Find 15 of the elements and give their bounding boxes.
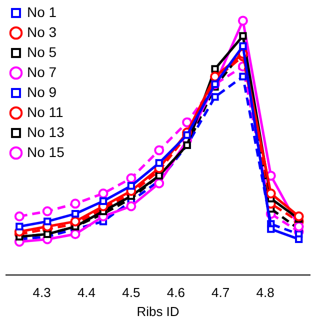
- legend-label: No 7: [27, 64, 57, 80]
- legend-label: No 9: [27, 84, 57, 100]
- x-tick-label: 4.5: [122, 285, 140, 300]
- x-tick-label: 4.7: [212, 285, 230, 300]
- legend-label: No 5: [27, 44, 57, 60]
- x-tick-label: 4.3: [32, 285, 51, 300]
- legend-label: No 11: [27, 104, 64, 120]
- x-tick-label: 4.6: [166, 285, 185, 300]
- x-tick-label: 4.8: [256, 285, 274, 300]
- x-axis-title: Ribs ID: [136, 304, 180, 319]
- legend-label: No 1: [27, 4, 57, 20]
- legend-label: No 3: [27, 24, 57, 40]
- legend-label: No 13: [27, 124, 65, 140]
- legend-label: No 15: [27, 144, 65, 160]
- x-tick-label: 4.4: [77, 285, 96, 300]
